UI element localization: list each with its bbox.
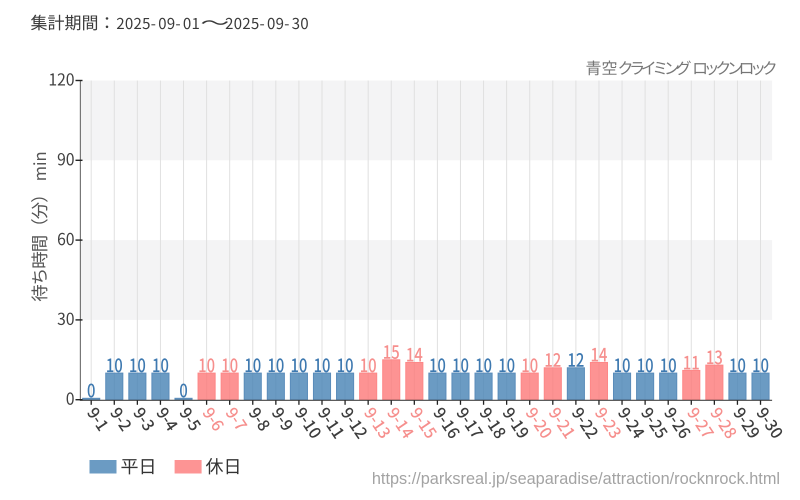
svg-text:https://parksreal.jp/seaparadi: https://parksreal.jp/seaparadise/attract… <box>372 470 780 488</box>
